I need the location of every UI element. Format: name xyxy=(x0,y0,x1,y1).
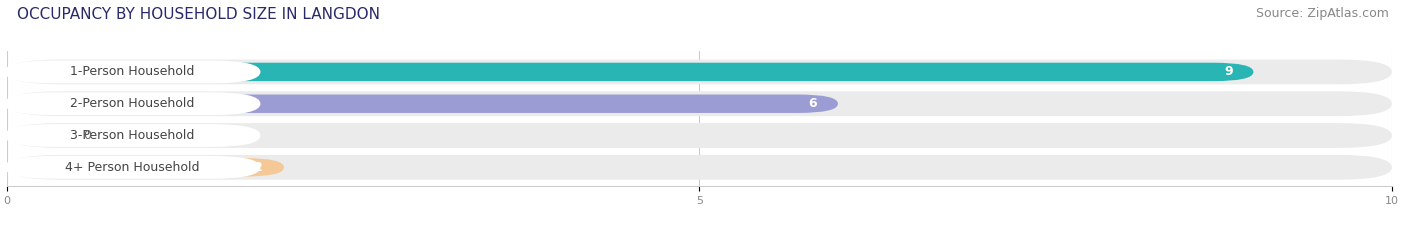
FancyBboxPatch shape xyxy=(7,95,838,113)
Text: 6: 6 xyxy=(808,97,817,110)
FancyBboxPatch shape xyxy=(4,92,260,115)
FancyBboxPatch shape xyxy=(4,156,260,179)
Text: 9: 9 xyxy=(1225,65,1233,79)
FancyBboxPatch shape xyxy=(4,61,260,83)
FancyBboxPatch shape xyxy=(7,91,1392,116)
FancyBboxPatch shape xyxy=(7,63,1254,81)
FancyBboxPatch shape xyxy=(7,59,1392,84)
Text: 2: 2 xyxy=(254,161,263,174)
FancyBboxPatch shape xyxy=(7,155,1392,180)
FancyBboxPatch shape xyxy=(7,126,76,145)
Text: 0: 0 xyxy=(83,129,91,142)
FancyBboxPatch shape xyxy=(4,124,260,147)
Text: Source: ZipAtlas.com: Source: ZipAtlas.com xyxy=(1256,7,1389,20)
FancyBboxPatch shape xyxy=(7,123,1392,148)
Text: OCCUPANCY BY HOUSEHOLD SIZE IN LANGDON: OCCUPANCY BY HOUSEHOLD SIZE IN LANGDON xyxy=(17,7,380,22)
Text: 4+ Person Household: 4+ Person Household xyxy=(65,161,200,174)
Text: 1-Person Household: 1-Person Household xyxy=(70,65,194,79)
FancyBboxPatch shape xyxy=(7,158,284,177)
Text: 3-Person Household: 3-Person Household xyxy=(70,129,194,142)
Text: 2-Person Household: 2-Person Household xyxy=(70,97,194,110)
